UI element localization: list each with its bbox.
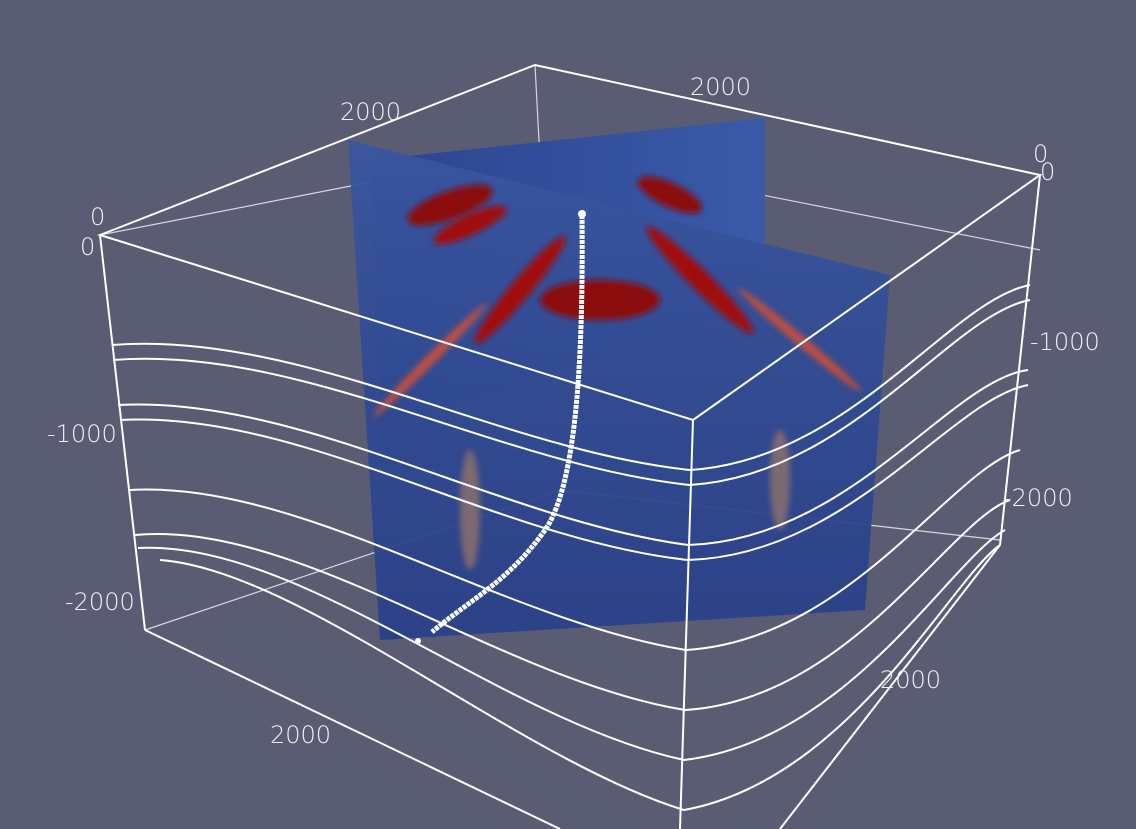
axis-label: 0 bbox=[80, 233, 95, 261]
box-edges bbox=[96, 63, 1043, 829]
axis-labels: 2000 2000 0 0 0 0 -1000 -1000 -2000 -200… bbox=[47, 73, 1100, 749]
axis-label: 0 bbox=[1040, 158, 1055, 186]
axis-label: 2000 bbox=[880, 666, 941, 694]
horizons bbox=[111, 284, 1031, 812]
axis-label: 2000 bbox=[690, 73, 751, 101]
well-path bbox=[430, 214, 585, 634]
axis-label: -2000 bbox=[1003, 484, 1073, 512]
axis-label: 0 bbox=[1033, 140, 1048, 168]
well-point bbox=[415, 638, 421, 644]
well-head bbox=[578, 210, 586, 218]
axis-label: -2000 bbox=[65, 588, 135, 616]
axis-label: 0 bbox=[90, 203, 105, 231]
axis-label: 2000 bbox=[270, 721, 331, 749]
axis-label: -1000 bbox=[47, 420, 117, 448]
axis-label: -1000 bbox=[1030, 328, 1100, 356]
amplitude bbox=[373, 176, 862, 570]
axis-label: 2000 bbox=[340, 98, 401, 126]
slice-plane bbox=[348, 140, 890, 640]
slices bbox=[348, 118, 890, 640]
